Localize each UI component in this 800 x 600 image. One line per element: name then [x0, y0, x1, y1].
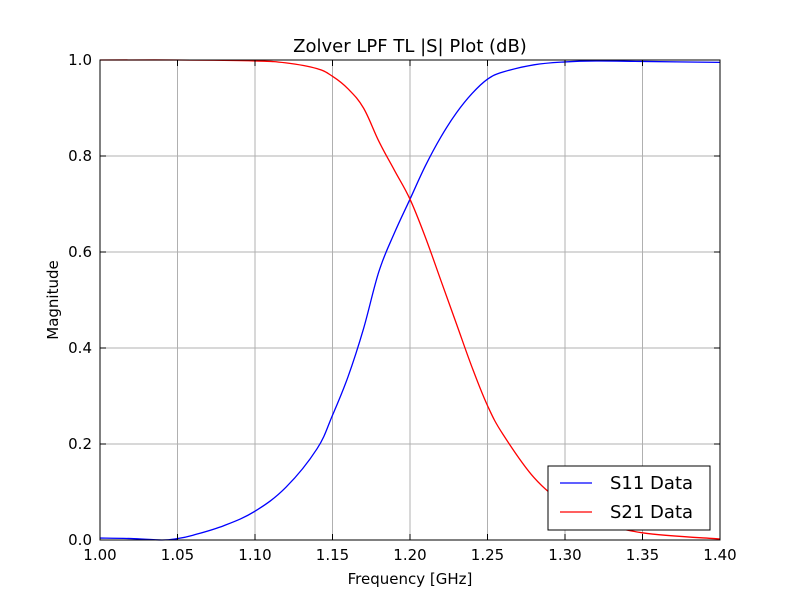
x-tick-label: 1.35	[626, 546, 659, 564]
x-tick-label: 1.05	[161, 546, 194, 564]
chart-title: Zolver LPF TL |S| Plot (dB)	[293, 36, 527, 57]
x-tick-label: 1.10	[238, 546, 271, 564]
grid	[99, 59, 721, 541]
y-tick-label: 1.0	[68, 51, 92, 69]
series-line-s11	[99, 60, 721, 541]
x-tick-label: 1.30	[548, 546, 581, 564]
x-axis-title: Frequency [GHz]	[348, 570, 473, 588]
x-tick-label: 1.00	[83, 546, 116, 564]
legend-box	[547, 465, 711, 531]
y-axis-title: Magnitude	[44, 260, 62, 339]
y-tick-label: 0.6	[68, 243, 92, 261]
x-tick-label: 1.15	[316, 546, 349, 564]
x-tick-label: 1.40	[703, 546, 736, 564]
x-tick-label: 1.20	[393, 546, 426, 564]
x-tick-label: 1.25	[471, 546, 504, 564]
y-tick-label: 0.0	[68, 531, 92, 549]
y-tick-label: 0.4	[68, 339, 92, 357]
y-tick-label: 0.8	[68, 147, 92, 165]
legend: S11 Data S21 Data	[547, 465, 711, 531]
y-tick-label: 0.2	[68, 435, 92, 453]
legend-label: S11 Data	[610, 473, 693, 494]
ticks: 1.00 1.05 1.10 1.15 1.20 1.25 1.30 1.35 1.40 0.0 0…	[68, 51, 737, 564]
legend-label: S21 Data	[610, 502, 693, 523]
